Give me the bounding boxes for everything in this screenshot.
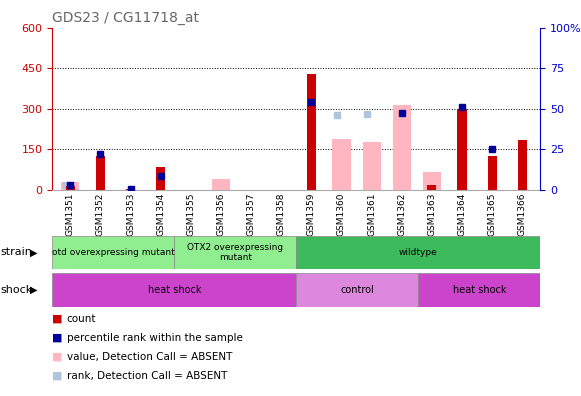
Text: ■: ■ [52,352,63,362]
Bar [62,182,80,190]
Bar [393,105,411,190]
Bar [428,185,436,190]
Text: heat shock: heat shock [453,285,506,295]
Bar [126,189,135,190]
Bar [487,156,497,190]
Text: wildtype: wildtype [399,248,437,257]
Text: ■: ■ [52,371,63,381]
Bar [96,156,105,190]
Bar [332,139,350,190]
Text: count: count [67,314,96,324]
Bar [156,167,165,190]
Bar [518,140,527,190]
Text: ▶: ▶ [30,248,38,257]
Text: ■: ■ [52,314,63,324]
Bar [212,179,230,190]
Bar [52,273,296,307]
Text: rank, Detection Call = ABSENT: rank, Detection Call = ABSENT [67,371,227,381]
Text: OTX2 overexpressing
mutant: OTX2 overexpressing mutant [187,243,284,262]
Bar [457,109,467,190]
Text: shock: shock [1,285,33,295]
Text: strain: strain [1,248,33,257]
Bar [296,273,418,307]
Bar [296,236,540,269]
Text: percentile rank within the sample: percentile rank within the sample [67,333,243,343]
Bar [363,142,381,190]
Text: control: control [340,285,374,295]
Bar [307,74,316,190]
Bar [418,273,540,307]
Bar [174,236,296,269]
Text: heat shock: heat shock [148,285,201,295]
Bar [52,236,174,269]
Bar [66,186,75,190]
Text: ▶: ▶ [30,285,38,295]
Text: GDS23 / CG11718_at: GDS23 / CG11718_at [52,11,199,25]
Text: value, Detection Call = ABSENT: value, Detection Call = ABSENT [67,352,232,362]
Bar [423,173,441,190]
Text: ■: ■ [52,333,63,343]
Text: otd overexpressing mutant: otd overexpressing mutant [52,248,175,257]
